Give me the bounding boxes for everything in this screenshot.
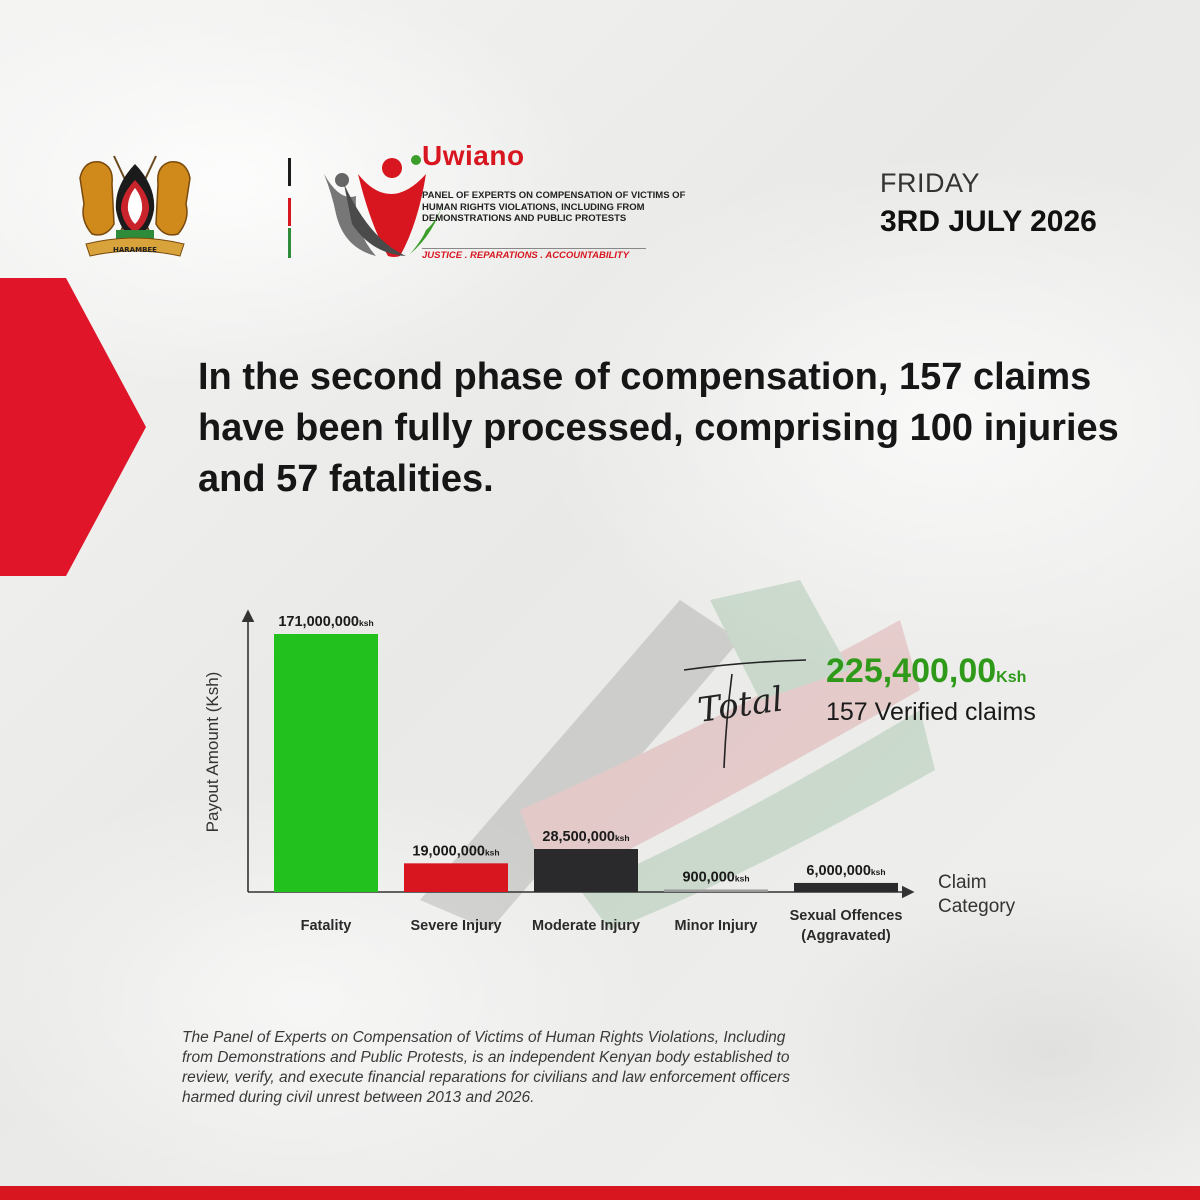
org-description: PANEL OF EXPERTS ON COMPENSATION OF VICT… bbox=[422, 190, 686, 224]
logo-divider bbox=[288, 158, 291, 258]
x-tick-label-line: Severe Injury bbox=[410, 918, 501, 934]
y-axis-label: Payout Amount (Ksh) bbox=[203, 672, 222, 833]
ghost-flag-image bbox=[420, 580, 935, 930]
x-tick-label-line: Sexual Offences bbox=[790, 908, 903, 924]
x-tick-label: Sexual Offences (Aggravated) bbox=[790, 908, 903, 944]
bar-value-number: 28,500,000 bbox=[542, 829, 615, 845]
emblem-motto: HARAMBEE bbox=[113, 246, 157, 254]
total-amount: 225,400,00Ksh bbox=[826, 652, 1026, 691]
x-tick-label: Severe Injury bbox=[410, 918, 501, 934]
date-day: FRIDAY bbox=[880, 168, 981, 198]
x-tick-label: Moderate Injury bbox=[532, 918, 640, 934]
bar-value-label: 28,500,000ksh bbox=[542, 829, 629, 845]
chart-canvas: Payout Amount (Ksh) Claim Category 171,0… bbox=[203, 609, 1016, 944]
x-axis-label: Claim Category bbox=[938, 872, 1016, 917]
bar-value-unit: ksh bbox=[359, 618, 374, 628]
date-full: 3RD JULY 2026 bbox=[880, 205, 1097, 238]
red-chevron-shape bbox=[0, 278, 146, 576]
bar-value-unit: ksh bbox=[871, 867, 886, 877]
total-amount-value: 225,400,00 bbox=[826, 652, 997, 690]
bar-value-number: 900,000 bbox=[682, 870, 734, 886]
x-tick-label-line: (Aggravated) bbox=[801, 928, 891, 944]
bar-value-label: 6,000,000ksh bbox=[806, 863, 885, 879]
x-tick-label-line: Minor Injury bbox=[675, 918, 758, 934]
bar-value-number: 6,000,000 bbox=[806, 863, 871, 879]
uwiano-figures-icon bbox=[324, 155, 444, 257]
x-tick-label-line: Moderate Injury bbox=[532, 918, 640, 934]
bar-value-unit: ksh bbox=[615, 833, 630, 843]
header-logos: HARAMBEE Uwiano PANEL OF EXPERTS ON COMP… bbox=[66, 140, 685, 270]
bar-value-unit: ksh bbox=[485, 847, 500, 857]
bar-value-label: 171,000,000ksh bbox=[278, 614, 373, 630]
bars-layer: 171,000,000kshFatality19,000,000kshSever… bbox=[274, 614, 902, 944]
tagline-rule bbox=[422, 248, 646, 249]
bar-value-number: 171,000,000 bbox=[278, 614, 359, 630]
x-tick-label: Fatality bbox=[301, 918, 352, 934]
bottom-red-bar bbox=[0, 1186, 1200, 1200]
bar-value-number: 19,000,000 bbox=[412, 843, 485, 859]
bar-severe-injury bbox=[404, 863, 508, 892]
total-label: Total bbox=[695, 679, 785, 730]
bar-value-label: 19,000,000ksh bbox=[412, 843, 499, 859]
total-script-word: Total bbox=[683, 659, 807, 769]
bar-sexual-offences-aggravated bbox=[794, 882, 898, 892]
bar-fatality bbox=[274, 634, 378, 892]
kenya-coat-of-arms-icon: HARAMBEE bbox=[79, 155, 191, 257]
about-panel-text: The Panel of Experts on Compensation of … bbox=[182, 1029, 790, 1106]
bar-value-label: 900,000ksh bbox=[682, 870, 749, 886]
total-amount-unit: Ksh bbox=[996, 669, 1027, 686]
total-summary: Total 225,400,00Ksh 157 Verified claims bbox=[680, 640, 1120, 780]
org-name: Uwiano bbox=[422, 140, 525, 171]
headline: In the second phase of compensation, 157… bbox=[198, 356, 1119, 500]
org-tagline: JUSTICE . REPARATIONS . ACCOUNTABILITY bbox=[422, 250, 630, 261]
x-tick-label: Minor Injury bbox=[675, 918, 758, 934]
x-tick-label-line: Fatality bbox=[301, 918, 352, 934]
bar-minor-injury bbox=[664, 889, 768, 892]
bar-value-unit: ksh bbox=[735, 874, 750, 884]
payout-bar-chart: Payout Amount (Ksh) Claim Category 171,0… bbox=[190, 590, 1050, 970]
bar-moderate-injury bbox=[534, 849, 638, 892]
total-claims: 157 Verified claims bbox=[826, 698, 1036, 726]
